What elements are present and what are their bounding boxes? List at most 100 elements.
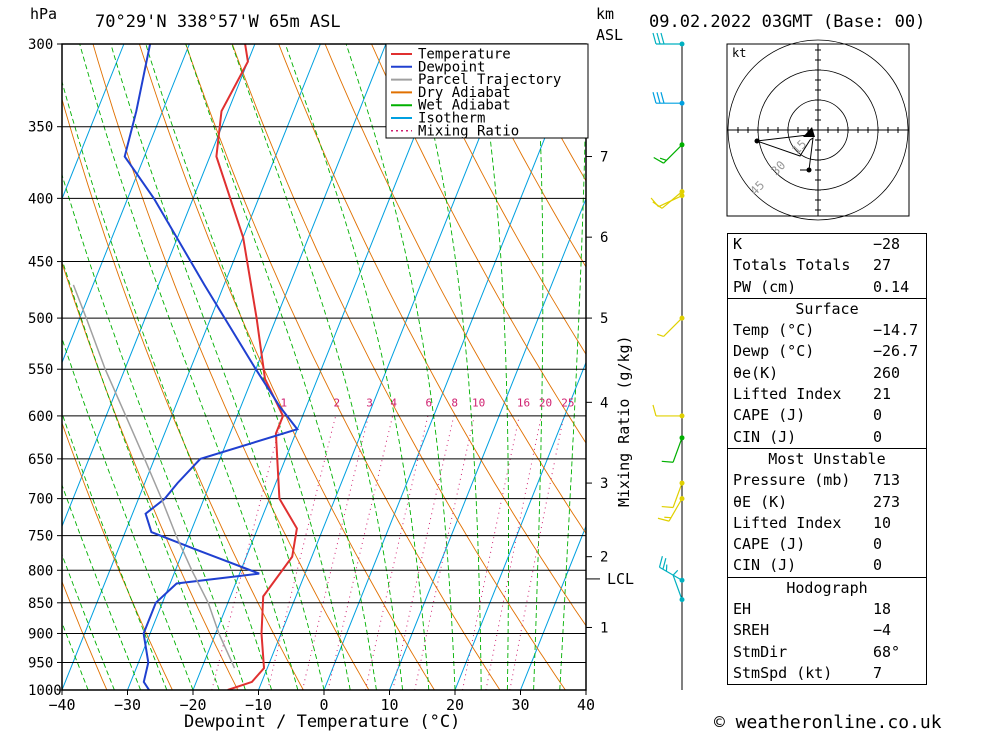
hodograph-stat-value: 7 [873, 663, 882, 684]
wind-barb-flag [662, 507, 673, 508]
most-unstable-row: Pressure (mb)713 [728, 470, 926, 491]
surface-value: 0 [873, 405, 882, 426]
wind-barb-flag [658, 518, 669, 521]
wet-adiabat [0, 44, 141, 690]
wet-adiabat [477, 44, 509, 690]
wind-barb-flag [653, 92, 656, 103]
temperature-tick-label: −40 [48, 696, 75, 714]
index-value: −28 [873, 234, 900, 255]
mixing-ratio-label: 20 [539, 397, 552, 410]
surface-row: Temp (°C) −14.7 [728, 320, 926, 341]
dry-adiabat [0, 44, 107, 690]
pressure-tick-label: 950 [28, 655, 53, 671]
index-value: 27 [873, 255, 891, 276]
mixing-ratio-line [212, 416, 283, 690]
most-unstable-row: θE (K)273 [728, 492, 926, 513]
pressure-tick-label: 800 [28, 563, 53, 579]
lcl-label: LCL [607, 570, 634, 588]
dry-adiabat [279, 44, 631, 690]
wind-barb-staff [664, 318, 682, 336]
isotherm [259, 44, 517, 690]
copyright: © weatheronline.co.uk [714, 712, 942, 733]
pressure-tick-label: 700 [28, 492, 53, 508]
wind-barbs [651, 33, 684, 690]
index-value: 0.14 [873, 277, 909, 298]
wet-adiabat [285, 44, 429, 690]
most-unstable-label: CAPE (J) [733, 534, 805, 555]
mixing-ratio-label: 1 [281, 397, 288, 410]
pressure-tick-label: 500 [28, 311, 53, 327]
isotherm [455, 44, 713, 690]
mixing-ratio-label: 2 [333, 397, 340, 410]
hodograph-table-title: Hodograph [728, 577, 926, 599]
wind-barb-flag [657, 33, 660, 44]
isotherm [324, 44, 582, 690]
x-axis-label: Dewpoint / Temperature (°C) [184, 712, 460, 732]
wet-adiabat [186, 44, 377, 690]
surface-value: −14.7 [873, 320, 918, 341]
mixing-ratio-line [415, 416, 475, 690]
wind-barb-flag [657, 334, 663, 336]
surface-label: CIN (J) [733, 427, 796, 448]
temperature-tick-label: 40 [577, 696, 595, 714]
mixing-ratio-line [486, 416, 541, 690]
surface-label: Temp (°C) [733, 320, 814, 341]
most-unstable-value: 0 [873, 555, 882, 576]
wind-barb-flag [661, 92, 664, 103]
index-label: PW (cm) [733, 277, 796, 298]
mixing-ratio-label: 4 [390, 397, 397, 410]
pressure-tick-label: 450 [28, 255, 53, 271]
pressure-tick-label: 650 [28, 452, 53, 468]
dry-adiabat [372, 44, 762, 690]
surface-row: Dewp (°C)−26.7 [728, 341, 926, 362]
hodograph-point [807, 168, 812, 173]
most-unstable-row: CIN (J) 0 [728, 555, 926, 576]
pressure-tick-label: 400 [28, 191, 53, 207]
dry-adiabat [0, 44, 172, 690]
most-unstable-label: CIN (J) [733, 555, 796, 576]
most-unstable-label: Lifted Index [733, 513, 841, 534]
km-tick-label: 1 [600, 620, 608, 636]
surface-value: 21 [873, 384, 891, 405]
hodograph-unit-label: kt [732, 46, 746, 60]
surface-label: θe(K) [733, 363, 778, 384]
index-row: PW (cm) 0.14 [728, 277, 926, 298]
wind-barb-flag [651, 198, 658, 207]
wind-barb-staff [658, 196, 682, 207]
mixing-ratio-line [365, 416, 428, 690]
wet-adiabat [26, 44, 245, 690]
km-tick-label: 4 [600, 395, 608, 411]
asl-label: ASL [596, 26, 623, 44]
mixing-ratio-line [328, 416, 393, 690]
km-tick-label: 5 [600, 311, 608, 327]
datetime-title: 09.02.2022 03GMT (Base: 00) [649, 12, 925, 32]
wind-barb-flag [662, 461, 673, 462]
most-unstable-value: 0 [873, 534, 882, 555]
hodograph-stat-value: −4 [873, 620, 891, 641]
hodograph-stat-label: StmDir [733, 642, 787, 663]
surface-title: Surface [728, 298, 926, 320]
surface-value: −26.7 [873, 341, 918, 362]
pressure-tick-label: 600 [28, 409, 53, 425]
km-tick-label: 2 [600, 550, 608, 566]
hodograph-stat-label: StmSpd (kt) [733, 663, 832, 684]
pressure-tick-label: 550 [28, 362, 53, 378]
most-unstable-label: θE (K) [733, 492, 787, 513]
location-title: 70°29'N 338°57'W 65m ASL [95, 12, 341, 32]
hodograph-stat-value: 18 [873, 599, 891, 620]
dry-adiabat [325, 44, 696, 690]
surface-label: CAPE (J) [733, 405, 805, 426]
surface-row: CAPE (J) 0 [728, 405, 926, 426]
pressure-tick-label: 350 [28, 120, 53, 136]
